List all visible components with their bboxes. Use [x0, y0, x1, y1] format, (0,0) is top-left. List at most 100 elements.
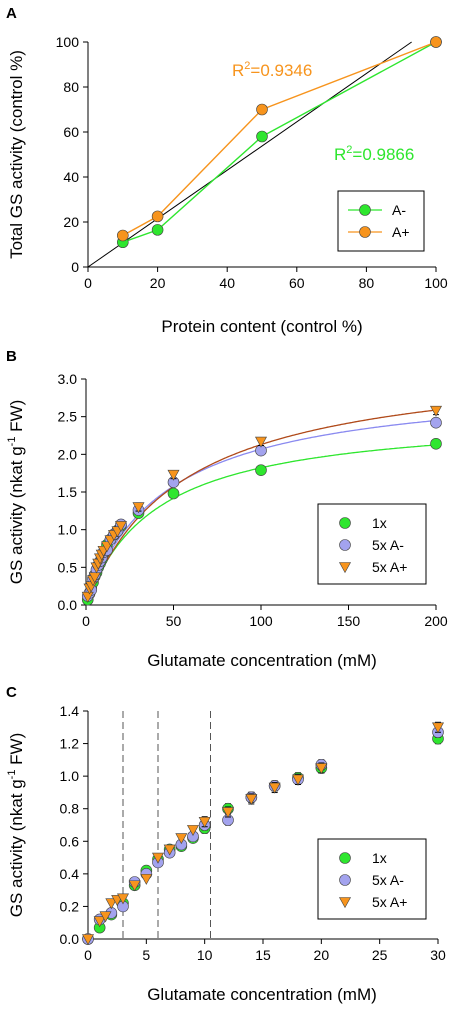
- a-series-line: [122, 41, 437, 243]
- c-legend-marker: [339, 874, 351, 886]
- a-data-point: [117, 229, 129, 242]
- a-x-tick-label: 60: [289, 275, 305, 291]
- c-x-tick-label: 15: [255, 947, 271, 963]
- a-y-tick-label: 60: [63, 124, 79, 140]
- b-data-point: [255, 464, 267, 476]
- a-legend-label: A+: [392, 224, 410, 240]
- a-data-point: [256, 103, 268, 116]
- panel-c: C 0 5 10 15 20 25 30 0.0 0.2 0.4 0.6 0.8 1.0 1.2 1.4 1x…: [6, 684, 446, 1004]
- b-y-tick-label: 3.0: [58, 371, 78, 387]
- b-data-point: [167, 487, 180, 500]
- a-legend-marker: [359, 204, 371, 216]
- a-legend-box: [337, 190, 425, 252]
- c-y-tick-label: 1.2: [60, 736, 80, 752]
- a-data-point: [430, 36, 442, 48]
- c-data-point: [99, 911, 112, 923]
- c-data-point: [431, 722, 445, 734]
- c-x-tick-label: 0: [84, 947, 92, 963]
- b-data-point: [430, 437, 442, 450]
- panel-b: B 0 50 100 150 200 0.0 0.5 1.0 1.5 2.0 2.5 3.0 1x 5x …: [6, 348, 448, 670]
- c-data-point: [128, 880, 141, 892]
- a-r2-annotation: R2=0.9866: [334, 144, 414, 164]
- b-x-tick-label: 200: [424, 613, 448, 629]
- c-x-tick-label: 25: [372, 947, 388, 963]
- b-y-tick-label: 2.5: [58, 409, 78, 425]
- a-y-tick-label: 0: [71, 259, 79, 275]
- c-legend-box: [317, 838, 427, 920]
- c-data-point: [245, 794, 258, 806]
- a-x-tick-label: 20: [150, 275, 166, 291]
- c-y-tick-label: 0.6: [60, 833, 80, 849]
- panel-a-label: A: [6, 5, 17, 22]
- b-legend-marker: [339, 539, 351, 551]
- c-data-point: [315, 763, 328, 775]
- c-x-tick-label: 10: [197, 947, 213, 963]
- c-data-point: [198, 816, 211, 828]
- b-data-point: [254, 436, 268, 448]
- b-x-tick-label: 100: [249, 613, 273, 629]
- c-legend-label: 1x: [372, 850, 387, 866]
- a-data-point: [256, 130, 268, 143]
- b-y-tick-label: 1.5: [58, 484, 78, 500]
- c-data-point: [163, 844, 176, 856]
- c-y-tick-label: 0.4: [60, 866, 80, 882]
- b-legend-marker: [338, 562, 352, 574]
- c-legend-label: 5x A-: [372, 872, 404, 888]
- b-data-point: [430, 416, 442, 429]
- a-y-tick-label: 20: [63, 214, 79, 230]
- a-x-tick-label: 100: [424, 275, 448, 291]
- c-data-point: [291, 774, 305, 786]
- a-x-tick-label: 40: [219, 275, 235, 291]
- c-y-tick-label: 1.0: [60, 768, 80, 784]
- a-y-tick-label: 100: [56, 34, 80, 50]
- panel-b-label: B: [6, 348, 17, 365]
- c-x-tick-label: 20: [314, 947, 330, 963]
- c-data-point: [268, 782, 281, 794]
- b-legend-marker: [339, 517, 351, 529]
- c-legend-marker: [338, 897, 352, 909]
- a-y-axis-label: Total GS activity (control %): [7, 50, 26, 259]
- a-y-tick-label: 80: [63, 79, 79, 95]
- b-data-point: [132, 502, 145, 514]
- c-data-point: [105, 898, 118, 910]
- c-x-tick-label: 30: [430, 947, 446, 963]
- c-data-point: [140, 873, 153, 885]
- a-r2-annotation: R2=0.9346: [232, 60, 312, 80]
- c-y-axis-label: GS activity (nkat g-1 FW): [6, 733, 26, 918]
- c-legend-label: 5x A+: [372, 894, 407, 910]
- c-x-tick-label: 5: [142, 947, 150, 963]
- a-x-tick-label: 80: [359, 275, 375, 291]
- c-legend-marker: [339, 852, 351, 864]
- b-y-axis-label: GS activity (nkat g-1 FW): [6, 400, 26, 585]
- c-y-tick-label: 0.8: [60, 801, 80, 817]
- a-legend-label: A-: [392, 202, 406, 218]
- c-y-tick-label: 0.0: [60, 931, 80, 947]
- c-data-point: [116, 893, 130, 905]
- a-data-point: [151, 210, 164, 223]
- panel-a: A 0 20 40 60 80 100 0 20 40 60 80 100 R2=0.9346 R2=0.…: [6, 5, 448, 336]
- b-data-point: [167, 469, 180, 481]
- c-data-point: [186, 825, 200, 837]
- b-data-point: [114, 521, 128, 533]
- b-data-point: [81, 591, 94, 603]
- b-legend-label: 5x A+: [372, 559, 407, 575]
- b-data-point: [88, 572, 101, 584]
- c-y-tick-label: 1.4: [60, 703, 80, 719]
- b-legend-label: 5x A-: [372, 537, 404, 553]
- b-y-tick-label: 0.5: [58, 559, 78, 575]
- c-data-point: [221, 807, 235, 819]
- b-legend-box: [317, 503, 427, 585]
- panel-c-label: C: [6, 684, 17, 701]
- a-x-axis-label: Protein content (control %): [161, 317, 362, 336]
- b-legend-label: 1x: [372, 515, 387, 531]
- b-x-tick-label: 50: [166, 613, 182, 629]
- a-series-line: [122, 41, 437, 237]
- a-legend-marker: [359, 226, 371, 238]
- b-x-tick-label: 150: [337, 613, 361, 629]
- c-data-point: [175, 833, 188, 845]
- a-x-tick-label: 0: [84, 275, 92, 291]
- b-x-axis-label: Glutamate concentration (mM): [147, 651, 377, 670]
- c-y-tick-label: 0.2: [60, 898, 80, 914]
- a-data-point: [151, 224, 164, 236]
- b-data-point: [429, 405, 443, 417]
